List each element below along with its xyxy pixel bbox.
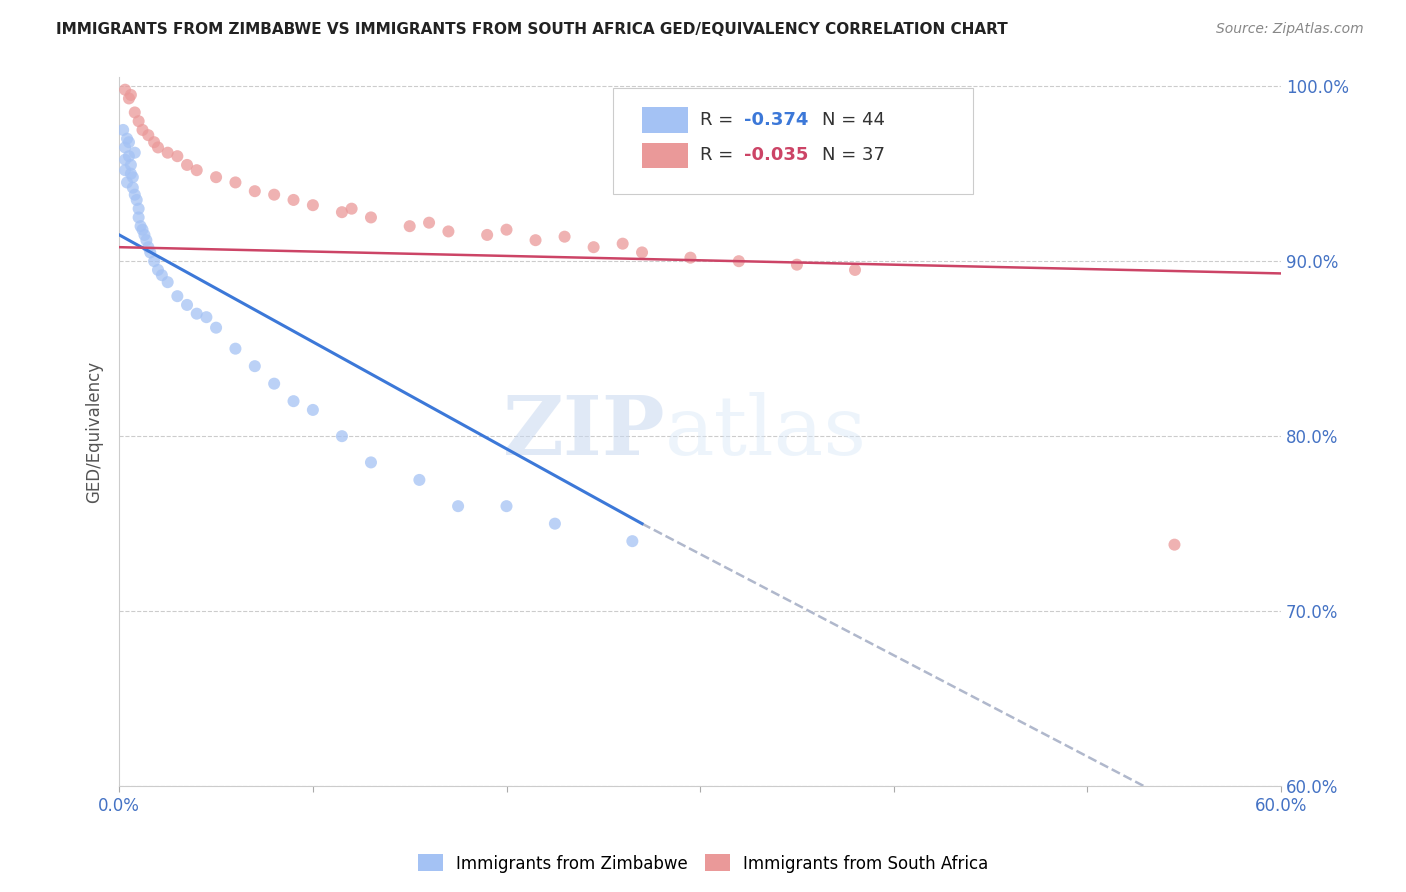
Point <box>128 114 150 128</box>
Point <box>120 87 142 102</box>
Point <box>121 170 143 185</box>
Point <box>125 193 148 207</box>
Point <box>360 455 382 469</box>
Point <box>224 176 246 190</box>
Point <box>146 263 169 277</box>
Point <box>283 193 305 207</box>
Point <box>205 320 228 334</box>
Point <box>118 135 141 149</box>
Point <box>205 170 228 185</box>
FancyBboxPatch shape <box>643 143 689 169</box>
Point <box>124 105 146 120</box>
Point <box>143 135 166 149</box>
Point <box>166 289 188 303</box>
Point <box>786 258 808 272</box>
Point <box>524 233 547 247</box>
Point <box>1163 538 1185 552</box>
Point <box>115 176 138 190</box>
Point <box>166 149 188 163</box>
Point <box>554 229 576 244</box>
Text: ZIP: ZIP <box>502 392 665 472</box>
Text: R =: R = <box>700 111 740 129</box>
Point <box>621 534 644 549</box>
Point <box>136 128 159 143</box>
Point <box>186 307 208 321</box>
Point <box>150 268 173 282</box>
Point <box>120 167 142 181</box>
Text: R =: R = <box>700 146 740 164</box>
Point <box>582 240 605 254</box>
Point <box>134 227 156 242</box>
Text: N = 37: N = 37 <box>823 146 886 164</box>
Point <box>114 140 136 154</box>
Point <box>495 222 517 236</box>
Point <box>475 227 498 242</box>
Point <box>135 233 157 247</box>
Point <box>176 298 198 312</box>
Point <box>129 219 152 234</box>
Point <box>118 91 141 105</box>
Point <box>186 163 208 178</box>
Point <box>156 145 179 160</box>
Point <box>143 254 166 268</box>
Point <box>437 224 460 238</box>
Point <box>131 222 153 236</box>
Point <box>146 140 169 154</box>
Text: IMMIGRANTS FROM ZIMBABWE VS IMMIGRANTS FROM SOUTH AFRICA GED/EQUIVALENCY CORRELA: IMMIGRANTS FROM ZIMBABWE VS IMMIGRANTS F… <box>56 22 1008 37</box>
Point <box>128 211 150 225</box>
Point <box>118 149 141 163</box>
Point <box>195 310 218 325</box>
Point <box>631 245 654 260</box>
Legend: Immigrants from Zimbabwe, Immigrants from South Africa: Immigrants from Zimbabwe, Immigrants fro… <box>411 847 995 880</box>
Point <box>360 211 382 225</box>
Text: Source: ZipAtlas.com: Source: ZipAtlas.com <box>1216 22 1364 37</box>
Point <box>398 219 420 234</box>
FancyBboxPatch shape <box>613 88 973 194</box>
Text: -0.035: -0.035 <box>744 146 808 164</box>
Point <box>114 163 136 178</box>
Point <box>612 236 634 251</box>
Point <box>115 131 138 145</box>
Point <box>136 240 159 254</box>
Point <box>114 153 136 167</box>
Point <box>495 499 517 513</box>
Point <box>139 245 162 260</box>
Point <box>844 263 866 277</box>
Point <box>114 83 136 97</box>
Point <box>330 429 353 443</box>
Point <box>128 202 150 216</box>
Point <box>176 158 198 172</box>
Point <box>340 202 363 216</box>
Point <box>120 158 142 172</box>
Point <box>243 184 266 198</box>
Text: N = 44: N = 44 <box>823 111 886 129</box>
Point <box>679 251 702 265</box>
Point <box>124 145 146 160</box>
Point <box>121 180 143 194</box>
Point <box>283 394 305 409</box>
Point <box>124 187 146 202</box>
Text: -0.374: -0.374 <box>744 111 808 129</box>
Point <box>156 275 179 289</box>
Point <box>263 376 285 391</box>
Point <box>544 516 567 531</box>
Y-axis label: GED/Equivalency: GED/Equivalency <box>86 360 103 503</box>
Text: atlas: atlas <box>665 392 868 472</box>
Point <box>418 216 440 230</box>
FancyBboxPatch shape <box>643 107 689 133</box>
Point <box>302 198 325 212</box>
Point <box>330 205 353 219</box>
Point <box>727 254 749 268</box>
Point <box>408 473 430 487</box>
Point <box>263 187 285 202</box>
Point <box>447 499 470 513</box>
Point <box>224 342 246 356</box>
Point <box>243 359 266 374</box>
Point <box>302 403 325 417</box>
Point <box>131 123 153 137</box>
Point <box>112 123 135 137</box>
